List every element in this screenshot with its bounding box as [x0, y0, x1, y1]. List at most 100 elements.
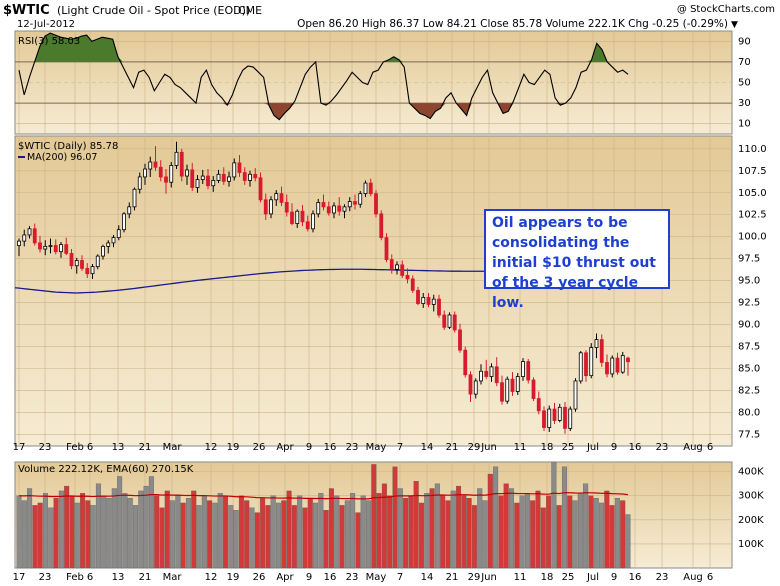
- volume-bar: [339, 505, 345, 569]
- x-tick-label: 19: [227, 442, 240, 453]
- candle-body: [269, 199, 273, 215]
- volume-bar: [69, 495, 75, 569]
- volume-bar: [434, 483, 440, 569]
- rsi-line: [18, 32, 629, 121]
- volume-bar: [148, 476, 154, 569]
- volume-bar: [334, 495, 340, 569]
- price-tick-label: 80.0: [738, 408, 760, 419]
- volume-bar: [32, 505, 38, 569]
- candle-body: [290, 211, 294, 224]
- volume-bar: [588, 495, 594, 569]
- candle-body: [43, 245, 48, 250]
- candle-body: [95, 255, 100, 268]
- volume-bar: [609, 505, 615, 569]
- volume-bar: [477, 488, 483, 569]
- x-tick-label: Mar: [163, 572, 183, 583]
- x-tick-label: 18: [541, 572, 554, 583]
- volume-tick-label: 400K: [738, 467, 764, 478]
- x-tick-label: Jun: [480, 442, 497, 453]
- candle-body: [17, 240, 21, 246]
- volume-bar: [265, 505, 271, 569]
- volume-bar: [302, 507, 308, 569]
- x-tick-label: 26: [253, 572, 266, 583]
- volume-bar: [307, 497, 313, 569]
- x-tick-label: 6: [87, 572, 93, 583]
- volume-bar: [254, 512, 260, 569]
- volume-bar: [159, 507, 165, 569]
- volume-bar: [201, 495, 207, 569]
- rsi-tick-label: 30: [738, 98, 751, 109]
- candle-body: [452, 314, 457, 331]
- x-tick-label: Apr: [276, 442, 294, 453]
- candle-body: [101, 245, 105, 257]
- x-tick-label: 25: [562, 442, 575, 453]
- candle-body: [484, 370, 489, 377]
- candle-body: [368, 182, 373, 195]
- candle-body: [526, 361, 531, 381]
- volume-ema-line: [18, 492, 629, 500]
- volume-bar: [456, 485, 462, 569]
- volume-bar: [498, 495, 504, 569]
- x-tick-label: 11: [514, 442, 527, 453]
- x-tick-label: 17: [13, 442, 26, 453]
- volume-bar: [471, 505, 477, 569]
- volume-bar: [281, 500, 287, 569]
- volume-bar: [487, 473, 493, 569]
- candle-body: [442, 314, 447, 328]
- candle-body: [458, 329, 462, 351]
- candle-body: [74, 260, 79, 267]
- x-tick-label: Feb: [66, 572, 84, 583]
- x-tick-label: 6: [87, 442, 93, 453]
- candle-body: [179, 151, 184, 177]
- x-tick-label: 9: [306, 572, 312, 583]
- x-tick-label: 17: [13, 572, 26, 583]
- candle-body: [395, 264, 399, 270]
- candle-body: [599, 339, 604, 363]
- volume-bar: [270, 495, 276, 569]
- candle-body: [353, 201, 357, 205]
- candle-body: [53, 245, 58, 253]
- candle-body: [80, 260, 84, 269]
- candle-body: [426, 296, 431, 305]
- price-tick-label: 77.5: [738, 430, 760, 441]
- candle-body: [295, 210, 300, 224]
- volume-bar: [286, 490, 292, 569]
- volume-bar: [366, 500, 372, 569]
- candle-body: [253, 173, 258, 179]
- candle-body: [389, 259, 394, 270]
- candle-body: [374, 193, 378, 215]
- x-tick-label: 25: [562, 572, 575, 583]
- price-tick-label: 100.0: [738, 232, 767, 243]
- candle-body: [589, 347, 594, 377]
- candle-body: [536, 398, 541, 412]
- x-tick-label: 9: [611, 572, 617, 583]
- x-tick-label: 21: [446, 442, 459, 453]
- candle-body: [143, 168, 147, 178]
- candle-body: [305, 221, 310, 230]
- volume-bar: [313, 502, 319, 569]
- volume-bar: [90, 505, 96, 569]
- x-tick-label: 9: [306, 442, 312, 453]
- volume-bar: [408, 495, 414, 569]
- volume-bar: [535, 490, 541, 569]
- candle-body: [206, 175, 210, 187]
- volume-bar: [291, 505, 297, 569]
- volume-bar: [127, 497, 133, 569]
- price-panel: [14, 135, 733, 447]
- volume-bar: [561, 466, 567, 569]
- candle-body: [342, 206, 347, 212]
- price-tick-label: 85.0: [738, 364, 760, 375]
- x-tick-label: 11: [514, 572, 527, 583]
- volume-bar: [21, 500, 27, 569]
- candle-body: [620, 355, 625, 373]
- candle-body: [384, 237, 389, 260]
- candle-body: [510, 378, 515, 392]
- volume-bar: [429, 488, 435, 569]
- volume-bar: [27, 488, 33, 569]
- x-tick-label: Jul: [586, 442, 599, 453]
- x-tick-label: 21: [139, 572, 152, 583]
- candle-body: [626, 357, 630, 363]
- x-tick-label: 16: [324, 442, 337, 453]
- x-tick-label: 23: [656, 572, 669, 583]
- candle-body: [158, 166, 163, 178]
